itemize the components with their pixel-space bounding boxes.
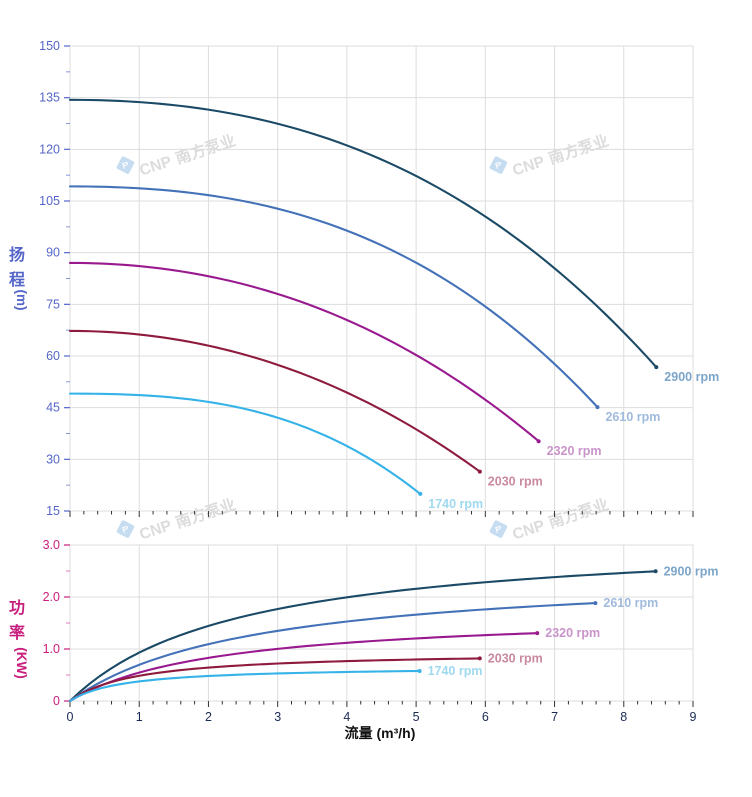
svg-text:5: 5 xyxy=(413,710,420,724)
svg-text:(m): (m) xyxy=(14,290,29,311)
svg-text:2030 rpm: 2030 rpm xyxy=(488,651,543,665)
svg-text:率: 率 xyxy=(9,623,25,642)
svg-text:扬: 扬 xyxy=(9,245,25,264)
svg-text:4: 4 xyxy=(343,710,350,724)
svg-text:45: 45 xyxy=(46,401,60,415)
svg-text:2610 rpm: 2610 rpm xyxy=(605,410,660,424)
svg-text:15: 15 xyxy=(46,504,60,518)
svg-text:150: 150 xyxy=(39,39,60,53)
svg-text:程: 程 xyxy=(9,271,25,289)
svg-text:8: 8 xyxy=(620,710,627,724)
svg-text:30: 30 xyxy=(46,452,60,466)
svg-text:3: 3 xyxy=(274,710,281,724)
svg-text:1: 1 xyxy=(136,710,143,724)
svg-text:60: 60 xyxy=(46,349,60,363)
svg-text:2030 rpm: 2030 rpm xyxy=(488,475,543,489)
svg-text:2900 rpm: 2900 rpm xyxy=(664,564,719,578)
svg-text:功: 功 xyxy=(9,599,25,617)
svg-text:1740 rpm: 1740 rpm xyxy=(428,664,483,678)
svg-text:6: 6 xyxy=(482,710,489,724)
svg-text:流量 (m³/h): 流量 (m³/h) xyxy=(345,725,416,741)
svg-text:9: 9 xyxy=(690,710,697,724)
svg-text:1.0: 1.0 xyxy=(43,642,60,656)
svg-text:2320 rpm: 2320 rpm xyxy=(547,444,602,458)
svg-text:0: 0 xyxy=(67,710,74,724)
svg-text:0: 0 xyxy=(53,694,60,708)
svg-text:7: 7 xyxy=(551,710,558,724)
svg-text:2900 rpm: 2900 rpm xyxy=(664,370,719,384)
svg-text:3.0: 3.0 xyxy=(43,538,60,552)
svg-text:120: 120 xyxy=(39,142,60,156)
svg-text:1740 rpm: 1740 rpm xyxy=(428,497,483,511)
svg-text:2610 rpm: 2610 rpm xyxy=(603,596,658,610)
svg-text:105: 105 xyxy=(39,194,60,208)
svg-text:90: 90 xyxy=(46,246,60,260)
svg-text:75: 75 xyxy=(46,297,60,311)
svg-text:(KW): (KW) xyxy=(14,647,29,678)
svg-text:2: 2 xyxy=(205,710,212,724)
svg-text:2320 rpm: 2320 rpm xyxy=(545,626,600,640)
svg-text:135: 135 xyxy=(39,91,60,105)
svg-text:2.0: 2.0 xyxy=(43,590,60,604)
